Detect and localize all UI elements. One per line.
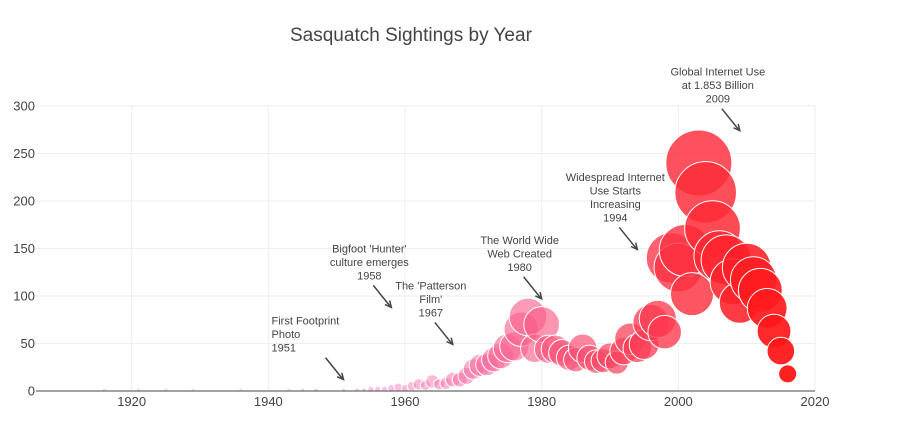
annotation-text: culture emerges bbox=[330, 257, 409, 269]
annotation-text: at 1.853 Billion bbox=[682, 80, 754, 92]
x-tick-label: 1940 bbox=[254, 394, 283, 409]
x-tick-label: 1920 bbox=[117, 394, 146, 409]
y-tick-label: 50 bbox=[21, 336, 35, 351]
annotation-text: 1951 bbox=[272, 343, 296, 355]
annotation-arrow bbox=[434, 321, 452, 344]
y-tick-label: 100 bbox=[13, 289, 35, 304]
annotation-text: 1958 bbox=[357, 270, 381, 282]
bubble bbox=[313, 387, 319, 393]
y-tick-label: 150 bbox=[13, 241, 35, 256]
annotation-text: 1980 bbox=[507, 262, 531, 274]
annotation-text: 2009 bbox=[706, 94, 730, 106]
annotation-arrowhead bbox=[733, 123, 741, 133]
annotation-arrow bbox=[324, 357, 343, 379]
bubble bbox=[190, 387, 196, 393]
annotation-arrowhead bbox=[535, 291, 543, 301]
annotation-text: Film' bbox=[419, 294, 442, 306]
annotation-arrow bbox=[523, 276, 541, 298]
bubble bbox=[286, 387, 292, 393]
bubble bbox=[778, 364, 798, 384]
bubble bbox=[361, 387, 367, 393]
bubble bbox=[163, 387, 169, 393]
annotation-text: 1994 bbox=[603, 212, 627, 224]
bubble bbox=[766, 336, 796, 366]
bubble bbox=[135, 387, 142, 393]
annotation-text: Global Internet Use bbox=[670, 67, 765, 79]
y-axis-ticks: 0 50 100 150 200 250 300 bbox=[13, 99, 35, 399]
x-tick-label: 1960 bbox=[391, 394, 420, 409]
annotation-text: Photo bbox=[272, 329, 301, 341]
annotation-arrowhead bbox=[630, 242, 639, 251]
annotation-text: Increasing bbox=[590, 199, 641, 211]
bubble bbox=[354, 387, 360, 393]
annotation-arrow bbox=[721, 108, 739, 130]
bubble bbox=[669, 272, 715, 317]
annotation-arrowhead bbox=[384, 300, 393, 309]
annotation-text: 1967 bbox=[419, 307, 443, 319]
annotation-text: Widespread Internet bbox=[566, 172, 665, 184]
y-tick-label: 300 bbox=[13, 99, 35, 114]
annotation-text: The World Wide bbox=[480, 235, 559, 247]
x-tick-label: 1980 bbox=[527, 394, 556, 409]
bubble bbox=[101, 387, 107, 393]
annotation-text: The 'Patterson bbox=[395, 280, 466, 292]
annotation-arrowhead bbox=[336, 372, 345, 381]
bubble bbox=[299, 387, 306, 393]
bubble bbox=[238, 387, 244, 393]
y-tick-label: 0 bbox=[28, 384, 35, 399]
annotation-text: Bigfoot 'Hunter' bbox=[332, 243, 407, 255]
annotation: The 'Patterson Film'1967 bbox=[395, 280, 466, 346]
chart-title: Sasquatch Sightings by Year bbox=[290, 25, 533, 46]
y-tick-label: 200 bbox=[13, 194, 35, 209]
annotation-text: Use Starts bbox=[590, 185, 642, 197]
annotation-arrowhead bbox=[446, 337, 454, 346]
bubble bbox=[340, 387, 347, 393]
annotation-arrow bbox=[372, 284, 391, 307]
y-tick-label: 250 bbox=[13, 146, 35, 161]
annotation-text: First Footprint bbox=[272, 316, 340, 328]
x-tick-label: 2020 bbox=[801, 394, 830, 409]
annotation-text: Web Created bbox=[487, 248, 552, 260]
annotation-arrow bbox=[618, 226, 637, 249]
x-tick-label: 2000 bbox=[664, 394, 693, 409]
bubble bbox=[647, 314, 682, 350]
bubbles bbox=[101, 129, 798, 393]
x-axis-ticks: 1920 1940 1960 1980 2000 2020 bbox=[117, 394, 829, 409]
